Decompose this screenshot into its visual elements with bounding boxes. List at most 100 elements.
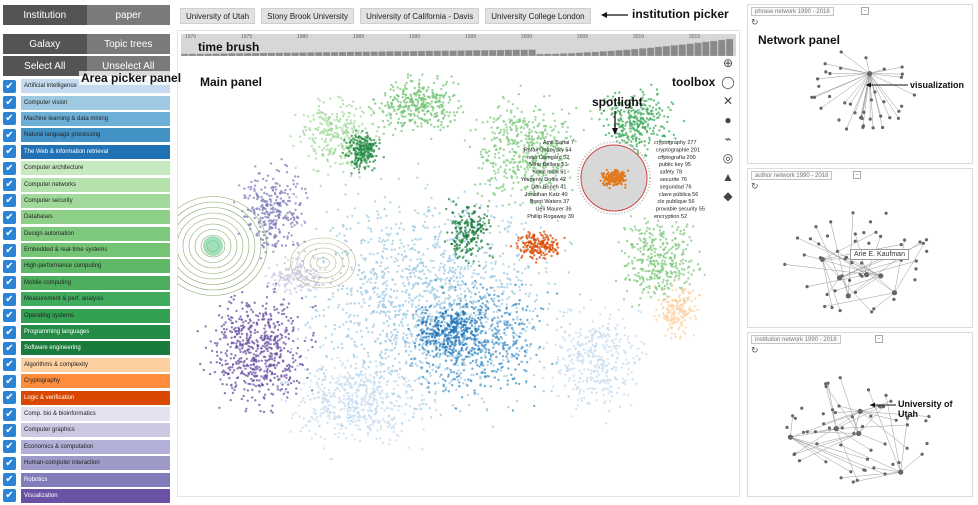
area-row[interactable]: ✔ Logic & verification <box>3 389 170 405</box>
area-row[interactable]: ✔ Operating systems <box>3 307 170 323</box>
area-row[interactable]: ✔ Human-computer interaction <box>3 455 170 471</box>
area-row[interactable]: ✔ Computer vision <box>3 94 170 110</box>
paper-point <box>414 339 418 342</box>
paper-point <box>273 236 276 239</box>
checkbox-icon[interactable]: ✔ <box>3 194 16 208</box>
paper-point <box>246 389 250 392</box>
checkbox-icon[interactable]: ✔ <box>3 325 16 339</box>
paper-point <box>284 342 287 346</box>
checkbox-icon[interactable]: ✔ <box>3 407 16 421</box>
checkbox-icon[interactable]: ✔ <box>3 374 16 388</box>
paper-point <box>620 366 624 369</box>
area-row[interactable]: ✔ Machine learning & data mining <box>3 111 170 127</box>
area-row[interactable]: ✔ Software engineering <box>3 340 170 356</box>
checkbox-icon[interactable]: ✔ <box>3 79 16 93</box>
paper-point <box>459 293 463 296</box>
paper-point <box>604 365 607 368</box>
paper-point <box>421 224 425 228</box>
area-row[interactable]: ✔ Design automation <box>3 226 170 242</box>
checkbox-icon[interactable]: ✔ <box>3 243 16 257</box>
checkbox-icon[interactable]: ✔ <box>3 178 16 192</box>
paper-point <box>564 373 567 376</box>
paper-point <box>425 265 428 268</box>
paper-point <box>259 225 262 229</box>
tab-galaxy[interactable]: Galaxy <box>3 34 87 54</box>
paper-point <box>448 95 451 99</box>
checkbox-icon[interactable]: ✔ <box>3 227 16 241</box>
area-row[interactable]: ✔ Embedded & real-time systems <box>3 242 170 258</box>
paper-point <box>455 354 459 357</box>
checkbox-icon[interactable]: ✔ <box>3 309 16 323</box>
paper-point <box>257 384 260 387</box>
paper-point <box>484 332 487 335</box>
paper-point <box>204 346 208 349</box>
tab-topic-trees[interactable]: Topic trees <box>86 34 170 54</box>
checkbox-icon[interactable]: ✔ <box>3 112 16 126</box>
paper-point <box>398 227 401 230</box>
checkbox-icon[interactable]: ✔ <box>3 210 16 224</box>
area-row[interactable]: ✔ Computer networks <box>3 176 170 192</box>
area-row[interactable]: ✔ Algorithms & complexity <box>3 357 170 373</box>
paper-point <box>562 314 565 318</box>
select-all-button[interactable]: Select All <box>3 56 87 76</box>
checkbox-icon[interactable]: ✔ <box>3 456 16 470</box>
paper-point <box>457 82 460 86</box>
checkbox-icon[interactable]: ✔ <box>3 276 16 290</box>
paper-point <box>372 309 375 313</box>
institution-chip[interactable]: University of California - Davis <box>360 8 480 24</box>
area-row[interactable]: ✔ Visualization <box>3 488 170 504</box>
paper-point <box>445 333 448 336</box>
checkbox-icon[interactable]: ✔ <box>3 423 16 437</box>
paper-point <box>463 362 466 365</box>
checkbox-icon[interactable]: ✔ <box>3 473 16 487</box>
area-row[interactable]: ✔ Comp. bio & bioinformatics <box>3 406 170 422</box>
paper-point <box>264 330 267 333</box>
paper-point <box>635 354 638 358</box>
checkbox-icon[interactable]: ✔ <box>3 259 16 273</box>
area-row[interactable]: ✔ Computer graphics <box>3 422 170 438</box>
area-row[interactable]: ✔ Economics & computation <box>3 439 170 455</box>
checkbox-icon[interactable]: ✔ <box>3 489 16 503</box>
checkbox-icon[interactable]: ✔ <box>3 128 16 142</box>
area-row[interactable]: ✔ Measurement & perf. analysis <box>3 291 170 307</box>
area-row[interactable]: ✔ Mobile computing <box>3 275 170 291</box>
checkbox-icon[interactable]: ✔ <box>3 440 16 454</box>
paper-point <box>419 106 422 109</box>
paper-point <box>389 95 392 99</box>
main-panel[interactable]: Amit Sahai 7 Rafail Ostrovsky 54 Ivan Damg… <box>177 30 740 497</box>
area-row[interactable]: ✔ Computer architecture <box>3 160 170 176</box>
paper-point <box>411 340 415 343</box>
checkbox-icon[interactable]: ✔ <box>3 391 16 405</box>
institution-chip[interactable]: Stony Brook University <box>261 8 355 24</box>
paper-point <box>559 310 562 313</box>
paper-point <box>360 408 364 412</box>
paper-point <box>606 358 609 361</box>
area-row[interactable]: ✔ Robotics <box>3 471 170 487</box>
checkbox-icon[interactable]: ✔ <box>3 292 16 306</box>
checkbox-icon[interactable]: ✔ <box>3 358 16 372</box>
checkbox-icon[interactable]: ✔ <box>3 161 16 175</box>
paper-point <box>351 100 355 104</box>
area-row[interactable]: ✔ High-performance computing <box>3 258 170 274</box>
area-row[interactable]: ✔ Programming languages <box>3 324 170 340</box>
paper-point <box>394 257 397 260</box>
checkbox-icon[interactable]: ✔ <box>3 145 16 159</box>
paper-point <box>312 118 316 121</box>
area-row[interactable]: ✔ Natural language processing <box>3 127 170 143</box>
institution-chip[interactable]: University of Utah <box>180 8 256 24</box>
paper-point <box>421 262 424 265</box>
paper-point <box>384 240 387 243</box>
tab-institution[interactable]: Institution <box>3 5 87 25</box>
checkbox-icon[interactable]: ✔ <box>3 96 16 110</box>
tab-paper[interactable]: paper <box>86 5 170 25</box>
checkbox-icon[interactable]: ✔ <box>3 341 16 355</box>
area-row[interactable]: ✔ Cryptography <box>3 373 170 389</box>
area-row[interactable]: ✔ The Web & information retrieval <box>3 144 170 160</box>
area-row[interactable]: ✔ Databases <box>3 209 170 225</box>
institution-chip[interactable]: University College London <box>485 8 591 24</box>
paper-point <box>257 318 260 322</box>
area-row[interactable]: ✔ Computer security <box>3 193 170 209</box>
paper-point <box>494 341 498 345</box>
paper-point <box>303 401 307 404</box>
